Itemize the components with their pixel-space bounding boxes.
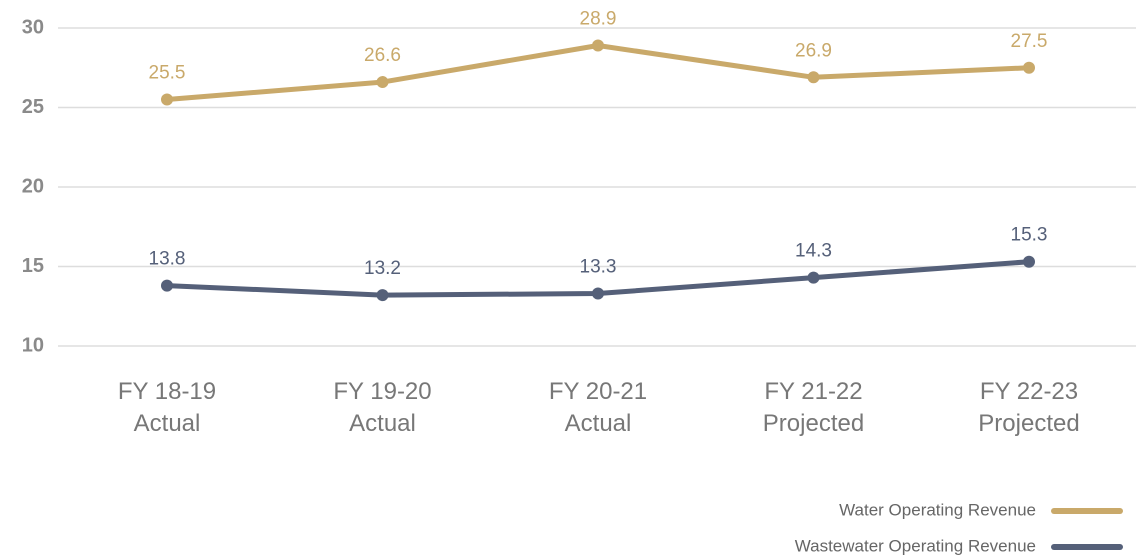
x-tick-line: Actual (565, 410, 632, 437)
data-point (1023, 255, 1035, 268)
data-point (807, 71, 820, 84)
data-label: 13.8 (149, 249, 186, 270)
y-tick-label: 25 (22, 96, 44, 118)
x-tick-line: Projected (763, 410, 864, 437)
data-point (376, 289, 389, 302)
x-tick-label: FY 19-20 Actual (333, 378, 431, 437)
series-line (166, 42, 1030, 103)
data-label: 15.3 (1011, 225, 1048, 246)
data-point (376, 76, 389, 89)
data-label: 26.6 (364, 45, 401, 66)
data-point (1023, 61, 1035, 74)
data-label: 28.9 (580, 9, 617, 30)
x-tick-label: FY 21-22 Projected (763, 378, 864, 437)
x-tick-label: FY 18-19 Actual (118, 378, 216, 437)
y-tick-label: 30 (22, 16, 44, 38)
data-point (592, 287, 604, 300)
x-tick-line: FY 21-22 (764, 378, 862, 405)
x-tick-line: FY 22-23 (980, 378, 1078, 405)
data-label: 26.9 (795, 40, 832, 61)
y-tick-label: 10 (22, 334, 44, 356)
data-point (592, 39, 604, 52)
legend-label: Wastewater Operating Revenue (795, 536, 1036, 555)
x-tick-line: Projected (978, 410, 1079, 437)
data-label: 13.3 (580, 257, 617, 278)
y-tick-label: 20 (22, 175, 44, 197)
data-point (161, 93, 173, 106)
x-tick-line: Actual (134, 410, 201, 437)
y-tick-label: 15 (22, 255, 44, 277)
data-label: 25.5 (149, 63, 186, 84)
legend-label: Water Operating Revenue (839, 500, 1036, 519)
x-tick-line: FY 20-21 (549, 378, 647, 405)
data-point (807, 271, 820, 284)
data-point (161, 279, 173, 292)
x-tick-line: Actual (349, 410, 416, 437)
x-tick-line: FY 19-20 (333, 378, 431, 405)
data-label: 14.3 (795, 241, 832, 262)
x-tick-label: FY 20-21 Actual (549, 378, 647, 437)
x-tick-label: FY 22-23 Projected (978, 378, 1079, 437)
data-label: 13.2 (364, 258, 401, 279)
x-tick-line: FY 18-19 (118, 378, 216, 405)
data-label: 27.5 (1011, 31, 1048, 52)
